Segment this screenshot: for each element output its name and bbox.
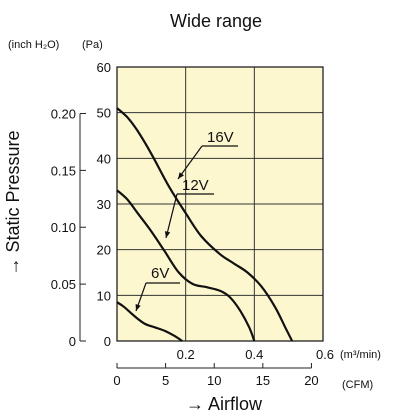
x-tick-label-cfm: 0 [113, 373, 120, 388]
label-leader [165, 193, 178, 239]
x-axis-label: → Airflow [186, 394, 263, 414]
x-tick-label-cfm: 10 [207, 373, 221, 388]
curve-12v [116, 189, 256, 342]
x-tick-label-cfm: 5 [162, 373, 169, 388]
label-arrowhead [164, 231, 171, 238]
y-axis-label: → Static Pressure [3, 130, 23, 275]
y-tick-label-inh2o: 0.15 [51, 163, 76, 178]
series-label-16v: 16V [207, 129, 234, 146]
y-tick-label-pa: 30 [97, 197, 111, 212]
x-unit-m3min: (m³/min) [340, 349, 381, 361]
x-tick-label-cfm: 20 [304, 373, 318, 388]
x-tick-label-m3min: 0.2 [177, 347, 195, 362]
y-tick-label-inh2o: 0 [69, 334, 76, 349]
y-tick-label-inh2o: 0.10 [51, 220, 76, 235]
plot-frame [116, 66, 324, 342]
y-unit-pa: (Pa) [82, 39, 103, 51]
y-tick-label-pa: 60 [97, 60, 111, 75]
y-unit-inh2o: (inch H₂O) [8, 39, 59, 51]
label-leader [177, 145, 203, 180]
y-tick-label-pa: 50 [97, 106, 111, 121]
x-tick-label-m3min: 0.4 [245, 347, 263, 362]
curve-6v [116, 301, 183, 342]
x-tick-label-cfm: 15 [256, 373, 270, 388]
label-arrowhead [135, 304, 141, 311]
label-arrowhead [178, 172, 184, 179]
y-tick-label-pa: 10 [97, 288, 111, 303]
y-tick-label-pa: 20 [97, 243, 111, 258]
y-tick-label-inh2o: 0.05 [51, 277, 76, 292]
y-tick-label-inh2o: 0.20 [51, 106, 76, 121]
y-tick-label-pa: 40 [97, 151, 111, 166]
x-tick-label-m3min: 0.6 [316, 347, 334, 362]
x-unit-cfm: (CFM) [342, 379, 373, 391]
y-tick-label-pa: 0 [104, 334, 111, 349]
series-label-6v: 6V [151, 265, 169, 282]
curve-16v [116, 107, 294, 342]
series-label-12v: 12V [182, 177, 209, 194]
chart-title: Wide range [170, 11, 262, 31]
